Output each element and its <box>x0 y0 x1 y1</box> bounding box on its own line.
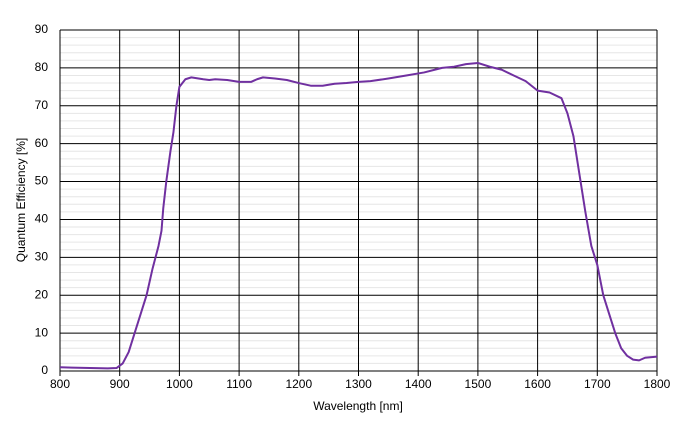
y-tick-label: 50 <box>35 174 49 188</box>
y-tick-label: 10 <box>35 325 49 339</box>
y-tick-label: 30 <box>35 250 49 264</box>
y-tick-label: 40 <box>35 212 49 226</box>
y-tick-label: 20 <box>35 287 49 301</box>
x-tick-label: 1200 <box>285 377 312 391</box>
x-tick-label: 1400 <box>405 377 432 391</box>
y-tick-label: 70 <box>35 98 49 112</box>
x-tick-label: 1000 <box>166 377 193 391</box>
x-tick-label: 1500 <box>465 377 492 391</box>
x-tick-label: 1100 <box>226 377 252 391</box>
y-axis-title: Quantum Efficiency [%] <box>14 138 28 263</box>
y-tick-label: 60 <box>35 136 49 150</box>
y-tick-label: 90 <box>35 22 49 36</box>
y-tick-label: 80 <box>35 60 49 74</box>
x-tick-label: 1600 <box>524 377 551 391</box>
y-tick-label: 0 <box>41 363 48 377</box>
x-axis-title: Wavelength [nm] <box>313 399 403 413</box>
x-tick-label: 800 <box>50 377 70 391</box>
data-line <box>59 61 658 370</box>
x-tick-label: 1800 <box>644 377 671 391</box>
x-tick-label: 1700 <box>584 377 611 391</box>
x-tick-label: 1300 <box>345 377 372 391</box>
x-tick-label: 900 <box>110 377 130 391</box>
